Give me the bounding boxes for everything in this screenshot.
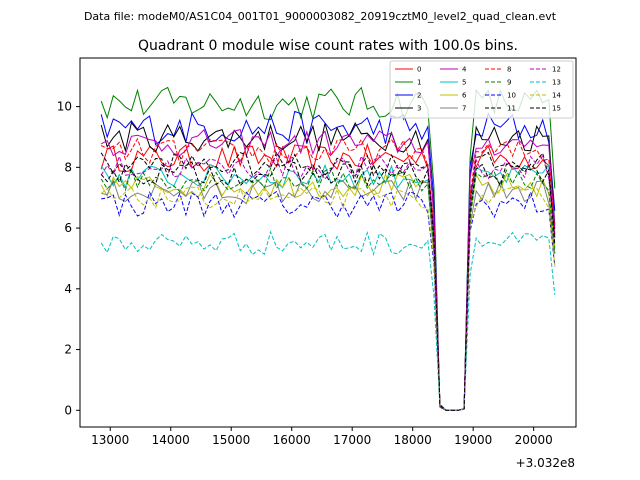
plot-area	[100, 86, 556, 411]
series-line-2	[100, 110, 556, 411]
x-axis: 13000 14000 15000 16000 17000 18000 19000 20000	[91, 427, 553, 447]
y-axis: 0 2 4 6 8 10	[57, 100, 80, 417]
axes-frame	[79, 57, 577, 428]
legend-label-6: 6	[462, 92, 467, 100]
series-line-12	[100, 153, 556, 411]
legend-label-2: 2	[417, 92, 421, 100]
series-line-14	[100, 186, 556, 411]
legend-label-4: 4	[462, 66, 467, 74]
x-tick-label: 14000	[152, 433, 190, 447]
series-line-7	[101, 178, 556, 411]
y-tick-label: 2	[64, 343, 72, 357]
legend-label-14: 14	[552, 92, 561, 100]
series-line-4	[100, 128, 556, 411]
legend-label-11: 11	[507, 105, 516, 113]
x-tick-label: 15000	[212, 433, 250, 447]
legend-label-15: 15	[552, 105, 561, 113]
legend-label-5: 5	[462, 79, 466, 87]
x-tick-label: 18000	[394, 433, 432, 447]
y-tick-label: 10	[57, 100, 72, 114]
x-offset-label: +3.032e8	[516, 456, 575, 470]
series-line-5	[100, 163, 556, 411]
legend-label-3: 3	[417, 105, 421, 113]
series-line-1	[100, 86, 556, 411]
series-line-8	[100, 137, 556, 411]
legend-label-10: 10	[507, 92, 516, 100]
legend-frame	[389, 60, 574, 119]
legend-label-12: 12	[552, 66, 561, 74]
legend-label-9: 9	[507, 79, 511, 87]
legend-label-8: 8	[507, 66, 511, 74]
y-tick-label: 0	[64, 403, 72, 417]
series-line-6	[100, 172, 556, 411]
series-line-15	[100, 161, 556, 411]
series-line-13	[100, 230, 556, 411]
y-tick-label: 4	[64, 282, 72, 296]
series-line-0	[100, 142, 556, 411]
legend-label-0: 0	[417, 66, 421, 74]
x-tick-label: 17000	[333, 433, 371, 447]
y-tick-label: 8	[64, 160, 72, 174]
suptitle: Data file: modeM0/AS1C04_001T01_90000030…	[84, 10, 557, 23]
y-tick-label: 6	[64, 221, 72, 235]
x-tick-label: 13000	[91, 433, 129, 447]
series-line-11	[100, 151, 556, 411]
x-tick-label: 20000	[515, 433, 553, 447]
x-tick-label: 16000	[273, 433, 311, 447]
series-line-9	[100, 166, 556, 411]
series-line-3	[100, 121, 556, 411]
x-tick-label: 19000	[454, 433, 492, 447]
legend-label-13: 13	[552, 79, 561, 87]
legend-label-1: 1	[417, 79, 421, 87]
series-line-10	[101, 190, 556, 411]
chart-title: Quadrant 0 module wise count rates with …	[138, 38, 518, 54]
legend-label-7: 7	[462, 105, 466, 113]
